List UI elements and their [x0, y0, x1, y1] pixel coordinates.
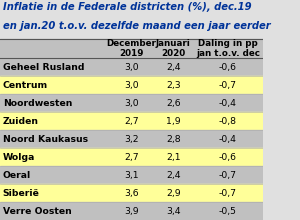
- Text: 3,0: 3,0: [124, 63, 139, 72]
- Text: 2,8: 2,8: [166, 135, 181, 144]
- Text: -0,7: -0,7: [219, 170, 237, 180]
- Bar: [0, 94, 262, 112]
- Bar: [0, 184, 262, 202]
- Text: December
2019: December 2019: [106, 39, 156, 58]
- Text: Oeral: Oeral: [3, 170, 31, 180]
- Bar: [0, 130, 262, 148]
- Text: 2,9: 2,9: [166, 189, 181, 198]
- Bar: [0, 112, 262, 130]
- Text: -0,7: -0,7: [219, 81, 237, 90]
- Text: Siberië: Siberië: [3, 189, 40, 198]
- Text: Inflatie in de Federale districten (%), dec.19: Inflatie in de Federale districten (%), …: [3, 2, 251, 12]
- Text: Noord Kaukasus: Noord Kaukasus: [3, 135, 88, 144]
- Bar: [0, 76, 262, 94]
- Text: 2,1: 2,1: [166, 153, 181, 162]
- Text: -0,4: -0,4: [219, 135, 237, 144]
- Bar: [0, 38, 262, 58]
- Text: -0,5: -0,5: [219, 207, 237, 216]
- Text: 3,9: 3,9: [124, 207, 139, 216]
- Text: -0,7: -0,7: [219, 189, 237, 198]
- Text: 2,6: 2,6: [166, 99, 181, 108]
- Text: Centrum: Centrum: [3, 81, 48, 90]
- Bar: [0, 166, 262, 184]
- Text: Geheel Rusland: Geheel Rusland: [3, 63, 84, 72]
- Text: Wolga: Wolga: [3, 153, 35, 162]
- Text: 3,0: 3,0: [124, 81, 139, 90]
- Text: Verre Oosten: Verre Oosten: [3, 207, 71, 216]
- Text: -0,6: -0,6: [219, 63, 237, 72]
- Text: 3,6: 3,6: [124, 189, 139, 198]
- Text: -0,8: -0,8: [219, 117, 237, 126]
- Bar: [0, 58, 262, 76]
- Bar: [0, 148, 262, 166]
- Text: Daling in pp
jan t.o.v. dec: Daling in pp jan t.o.v. dec: [196, 39, 260, 58]
- Text: Zuiden: Zuiden: [3, 117, 39, 126]
- Text: 1,9: 1,9: [166, 117, 181, 126]
- Text: 2,3: 2,3: [166, 81, 181, 90]
- Bar: [0, 202, 262, 220]
- Text: 2,4: 2,4: [166, 170, 181, 180]
- Text: 3,0: 3,0: [124, 99, 139, 108]
- Text: Noordwesten: Noordwesten: [3, 99, 72, 108]
- Text: Januari
2020: Januari 2020: [156, 39, 191, 58]
- Text: -0,4: -0,4: [219, 99, 237, 108]
- Text: 2,7: 2,7: [124, 153, 139, 162]
- Text: 2,4: 2,4: [166, 63, 181, 72]
- Text: en jan.20 t.o.v. dezelfde maand een jaar eerder: en jan.20 t.o.v. dezelfde maand een jaar…: [3, 21, 270, 31]
- Text: 3,1: 3,1: [124, 170, 139, 180]
- Text: 3,2: 3,2: [124, 135, 139, 144]
- Text: 3,4: 3,4: [166, 207, 181, 216]
- Text: -0,6: -0,6: [219, 153, 237, 162]
- Text: 2,7: 2,7: [124, 117, 139, 126]
- Bar: [0, 0, 262, 38]
